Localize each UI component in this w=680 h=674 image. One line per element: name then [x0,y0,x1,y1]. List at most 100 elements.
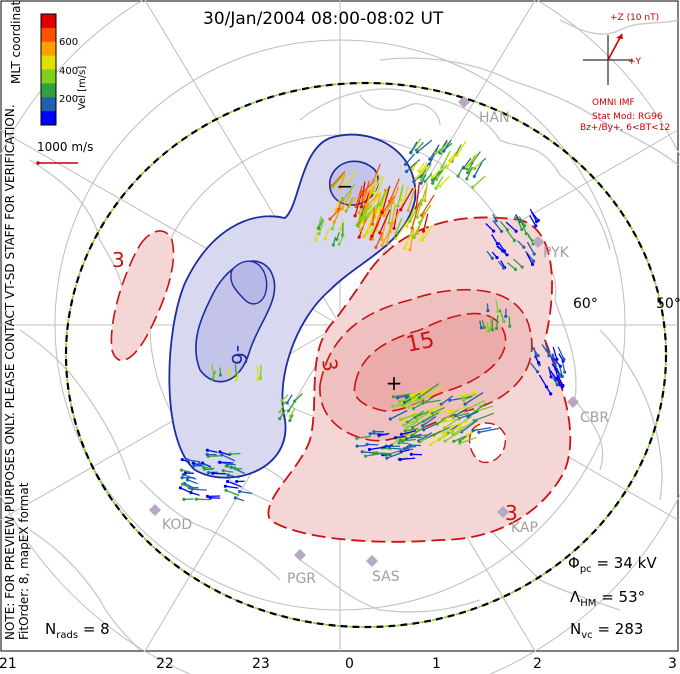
velocity-vector [444,430,462,442]
velocity-vector [400,413,418,421]
stat-nrads-value: = 8 [82,620,110,638]
velocity-vector [499,221,508,231]
velocity-vector [324,228,330,240]
velocity-vector-origin [418,395,422,399]
map-title: 30/Jan/2004 08:00-08:02 UT [203,9,444,29]
velocity-vector [420,163,432,180]
velocity-vector-origin [395,396,400,400]
velocity-vector [318,220,325,234]
velocity-vector-origin [499,229,504,233]
velocity-vector-origin [338,228,342,232]
velocity-vector [416,139,433,153]
velocity-vector [361,208,371,224]
velocity-vector-origin [341,198,345,202]
radar-station-markers [149,96,579,567]
velocity-vector-origin [405,445,409,449]
velocity-vector [371,208,376,225]
velocity-vector-origin [331,243,335,247]
velocity-vector-origin [205,452,209,457]
velocity-vector-origin [344,184,348,188]
velocity-vector-origin [461,396,465,400]
velocity-vector-origin [404,437,408,441]
velocity-vector-origin [388,230,392,234]
velocity-vector [459,436,477,445]
latitude-label-50: 50° [656,296,680,312]
velocity-vector [422,399,441,404]
velocity-vector-origin [534,224,538,228]
velocity-vector-origin [278,417,282,421]
velocity-vector [403,184,410,201]
velocity-vector [360,181,366,207]
velocity-vector-origin [434,151,438,155]
velocity-vector-origin [428,442,433,447]
velocity-vector-origin [218,450,222,454]
velocity-vector-origin [317,232,321,236]
mlt-label-1: 1 [432,656,441,672]
velocity-vector-origin [440,165,444,169]
station-marker-cbr [567,396,579,408]
velocity-vector [529,215,537,227]
stat-nvc-symbol: N [570,620,582,638]
velocity-vector [557,375,564,386]
velocity-vector-origin [256,377,260,381]
velocity-vector [414,434,427,438]
velocity-vector [380,190,388,208]
velocity-vector-origin [410,425,414,430]
velocity-vector [467,410,479,418]
velocity-vector-origin [403,162,408,166]
velocity-vector-origin [288,418,292,423]
velocity-vector-origin [367,447,372,452]
velocity-vector [404,230,414,249]
velocity-vector [420,162,428,173]
velocity-vector [187,479,198,485]
velocity-vector [405,428,419,432]
velocity-vector-origin [443,430,448,434]
velocity-vector-origin [439,149,443,153]
station-han: HAN [479,110,510,126]
velocity-vector-origin [409,151,413,155]
velocity-vector-origin [419,213,423,217]
velocity-vector [551,353,557,367]
station-marker-pyk [532,236,544,248]
velocity-vector [395,215,412,239]
velocity-vector [318,218,324,229]
velocity-vector-origin [458,441,462,445]
velocity-vector-origin [512,238,517,243]
velocity-vector [552,346,558,360]
velocity-vector [478,427,499,433]
velocity-vector [338,233,345,245]
velocity-vector-origin [443,439,447,443]
velocity-vector [497,241,506,252]
velocity-vector-origin [514,229,518,233]
velocity-vector-origin [435,422,439,426]
velocity-vector [513,258,523,268]
contour-label-bottom: 3 [505,501,518,525]
velocity-vector-origin [385,241,389,245]
velocity-vector [461,390,478,397]
velocity-vector [505,221,517,232]
velocity-vector-origin [430,411,434,415]
velocity-vector-origin [501,319,505,323]
mlt-label-3: 3 [668,656,677,672]
velocity-vector-origin [421,419,426,424]
velocity-vector [415,181,421,209]
velocity-vector [416,141,424,151]
potential-min-marker: − [337,174,354,198]
station-marker-han [458,96,470,108]
velocity-vector-origin [495,242,499,246]
velocity-vector-origin [452,439,456,443]
velocity-vector [407,186,416,211]
station-kap: KAP [511,520,538,536]
velocity-vector-origin [280,399,284,403]
velocity-vector-origin [559,374,563,378]
velocity-vector-origin [490,328,495,332]
velocity-vector-origin [513,267,518,271]
velocity-vector-origin [403,429,407,433]
velocity-vector [332,172,346,188]
velocity-vector [219,451,231,456]
velocity-vector-origin [406,208,410,212]
velocity-vector [456,140,467,156]
velocity-vector-origin [372,430,376,434]
velocity-vector [435,176,444,189]
velocity-vector-origin [419,439,423,443]
